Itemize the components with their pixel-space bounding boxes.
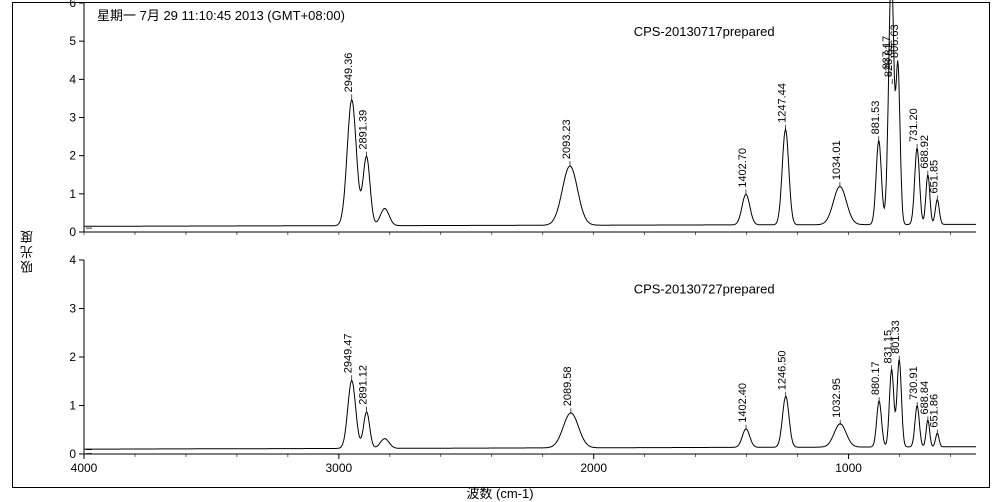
x-axis-label: 波数 (cm-1) bbox=[0, 483, 1000, 502]
plot-frame bbox=[12, 2, 990, 488]
timestamp: 星期一 7月 29 11:10:45 2013 (GMT+08:00) bbox=[95, 5, 347, 24]
y-axis-label: 吸光度 bbox=[18, 229, 37, 274]
